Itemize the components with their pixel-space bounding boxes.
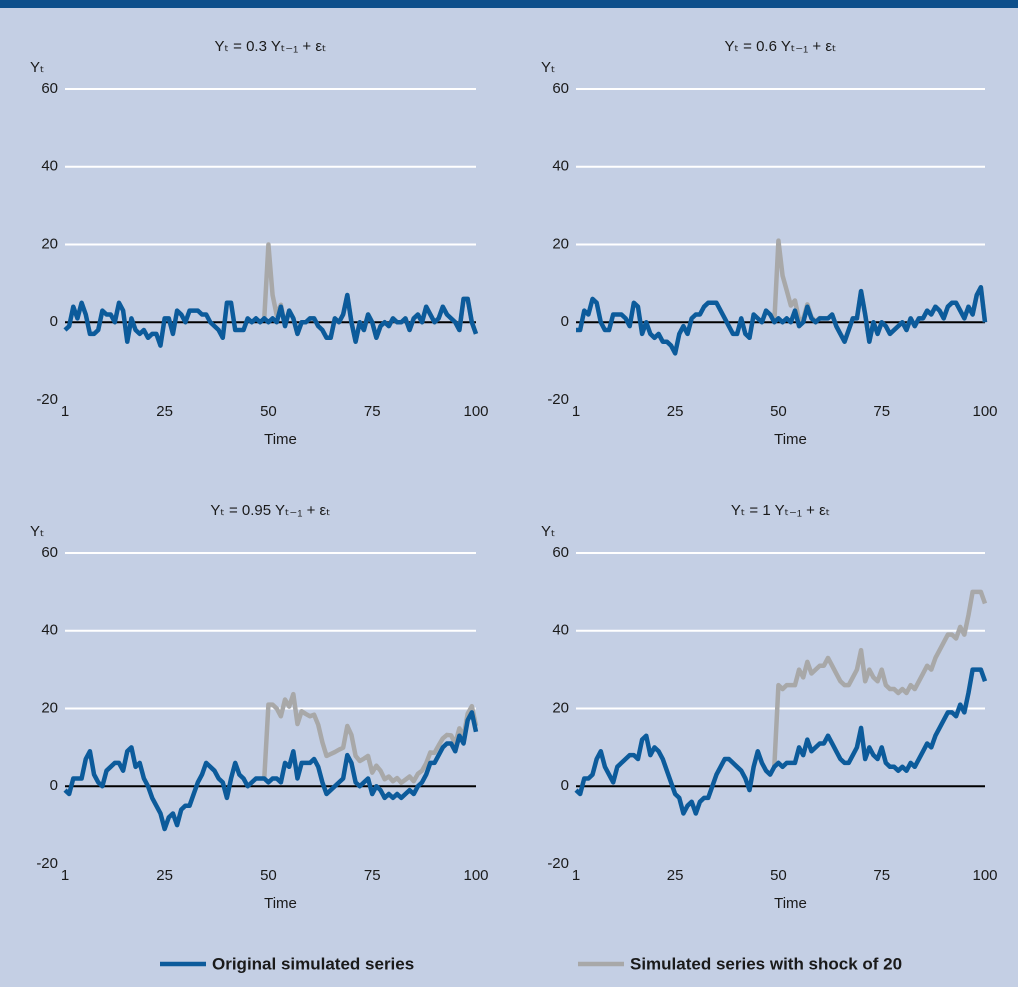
x-tick-label: 25 — [667, 867, 684, 884]
y-tick-label: 0 — [561, 313, 569, 330]
y-tick-label: 40 — [41, 622, 58, 639]
x-tick-label: 25 — [156, 867, 173, 884]
y-tick-label: 60 — [41, 80, 58, 97]
x-axis-label: Time — [264, 431, 297, 448]
series-line — [63, 710, 479, 832]
y-tick-label: 60 — [41, 544, 58, 561]
y-tick-label: 0 — [50, 777, 58, 794]
x-tick-label: 50 — [770, 403, 787, 420]
x-tick-label: 50 — [260, 867, 277, 884]
chart-title: Yₜ = 1 Yₜ₋₁ + εₜ — [731, 502, 830, 519]
x-axis-label: Time — [774, 431, 807, 448]
y-axis-label: Yₜ — [541, 59, 555, 76]
x-tick-label: 75 — [873, 403, 890, 420]
x-axis-label: Time — [264, 895, 297, 912]
x-tick-label: 75 — [364, 867, 381, 884]
y-axis-label: Yₜ — [30, 59, 44, 76]
top-bar — [0, 0, 1018, 8]
y-tick-label: 40 — [552, 158, 569, 175]
chart-title: Yₜ = 0.3 Yₜ₋₁ + εₜ — [215, 38, 327, 55]
series-line — [63, 292, 479, 348]
x-tick-label: 100 — [463, 867, 488, 884]
y-axis-label: Yₜ — [30, 523, 44, 540]
y-tick-label: 20 — [552, 235, 569, 252]
series-line — [262, 691, 479, 785]
series-line — [574, 667, 988, 816]
x-axis-label: Time — [774, 895, 807, 912]
x-tick-label: 50 — [770, 867, 787, 884]
y-tick-label: 0 — [50, 313, 58, 330]
y-tick-label: 0 — [561, 777, 569, 794]
y-tick-label: 40 — [41, 158, 58, 175]
x-tick-label: 1 — [61, 867, 69, 884]
x-tick-label: 25 — [156, 403, 173, 420]
y-tick-label: 60 — [552, 544, 569, 561]
y-tick-label: 20 — [552, 699, 569, 716]
x-tick-label: 25 — [667, 403, 684, 420]
y-tick-label: -20 — [547, 391, 569, 408]
x-tick-label: 100 — [972, 403, 997, 420]
x-tick-label: 50 — [260, 403, 277, 420]
x-tick-label: 1 — [61, 403, 69, 420]
x-tick-label: 100 — [463, 403, 488, 420]
y-tick-label: 60 — [552, 80, 569, 97]
y-tick-label: -20 — [36, 391, 58, 408]
y-tick-label: -20 — [547, 855, 569, 872]
legend-label: Original simulated series — [212, 954, 414, 973]
x-tick-label: 1 — [572, 403, 580, 420]
x-tick-label: 1 — [572, 867, 580, 884]
chart-title: Yₜ = 0.6 Yₜ₋₁ + εₜ — [725, 38, 837, 55]
series-line — [772, 589, 988, 767]
y-tick-label: 40 — [552, 622, 569, 639]
y-tick-label: -20 — [36, 855, 58, 872]
chart-title: Yₜ = 0.95 Yₜ₋₁ + εₜ — [210, 502, 330, 519]
x-tick-label: 75 — [873, 867, 890, 884]
series-line — [576, 285, 988, 356]
x-tick-label: 75 — [364, 403, 381, 420]
y-tick-label: 20 — [41, 235, 58, 252]
legend-label: Simulated series with shock of 20 — [630, 954, 902, 973]
x-tick-label: 100 — [972, 867, 997, 884]
y-axis-label: Yₜ — [541, 523, 555, 540]
y-tick-label: 20 — [41, 699, 58, 716]
